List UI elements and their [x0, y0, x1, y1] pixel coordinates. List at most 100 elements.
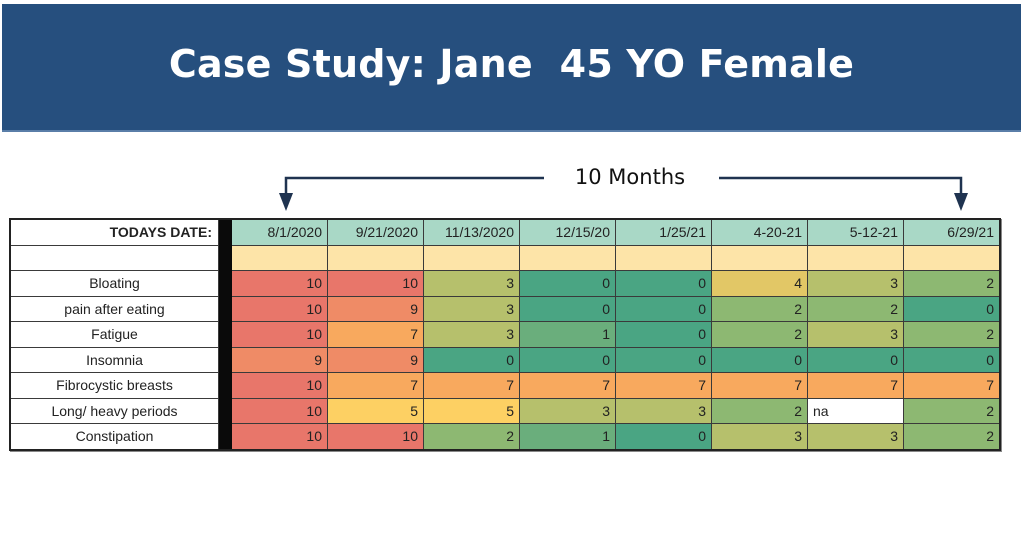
score-cell[interactable]: 10	[231, 270, 328, 297]
score-cell[interactable]: 2	[423, 423, 520, 450]
date-header-cell[interactable]: 12/15/20	[519, 218, 616, 246]
date-header-cell[interactable]: 1/25/21	[615, 218, 712, 246]
blank-cell[interactable]	[711, 244, 808, 271]
score-cell[interactable]: 0	[807, 346, 904, 373]
symptom-row: Fibrocystic breasts 10 7 7 7 7 7 7 7	[9, 372, 1001, 399]
score-cell[interactable]: 7	[711, 372, 808, 399]
score-cell[interactable]: 0	[615, 423, 712, 450]
score-cell[interactable]: 0	[519, 295, 616, 322]
symptom-label[interactable]: Long/ heavy periods	[9, 397, 219, 424]
todays-date-label[interactable]: TODAYS DATE:	[9, 218, 219, 246]
score-cell[interactable]: 7	[615, 372, 712, 399]
divider-bar	[218, 372, 232, 399]
symptom-row: Long/ heavy periods 10 5 5 3 3 2 na 2	[9, 397, 1001, 424]
score-cell[interactable]: 9	[327, 346, 424, 373]
symptom-row: Fatigue 10 7 3 1 0 2 3 2	[9, 321, 1001, 348]
score-cell[interactable]: 3	[423, 321, 520, 348]
score-cell[interactable]: 0	[423, 346, 520, 373]
date-header-cell[interactable]: 11/13/2020	[423, 218, 520, 246]
score-cell[interactable]: 0	[519, 270, 616, 297]
blank-cell[interactable]	[231, 244, 328, 271]
symptom-table: TODAYS DATE: 8/1/2020 9/21/2020 11/13/2020 1…	[9, 218, 1001, 451]
blank-label-cell[interactable]	[9, 244, 219, 271]
score-cell[interactable]: 1	[519, 423, 616, 450]
blank-cell[interactable]	[807, 244, 904, 271]
right-arrow-icon	[719, 176, 968, 211]
time-span-arrow	[279, 176, 968, 211]
score-cell[interactable]: 7	[423, 372, 520, 399]
score-cell[interactable]: 2	[711, 295, 808, 322]
score-cell[interactable]: 0	[615, 321, 712, 348]
score-cell[interactable]: 7	[903, 372, 1001, 399]
score-cell[interactable]: 3	[711, 423, 808, 450]
blank-row	[9, 244, 1001, 271]
score-cell[interactable]: 7	[327, 321, 424, 348]
score-cell[interactable]: 2	[903, 423, 1001, 450]
score-cell[interactable]: 0	[615, 295, 712, 322]
score-cell[interactable]: 3	[807, 270, 904, 297]
score-cell[interactable]: 9	[327, 295, 424, 322]
score-cell[interactable]: 3	[807, 321, 904, 348]
divider-bar	[218, 397, 232, 424]
score-cell[interactable]: 7	[327, 372, 424, 399]
date-header-cell[interactable]: 8/1/2020	[231, 218, 328, 246]
symptom-label[interactable]: Constipation	[9, 423, 219, 450]
date-header-cell[interactable]: 6/29/21	[903, 218, 1001, 246]
score-cell[interactable]: 9	[231, 346, 328, 373]
date-header-cell[interactable]: 9/21/2020	[327, 218, 424, 246]
score-cell[interactable]: na	[807, 397, 904, 424]
blank-cell[interactable]	[423, 244, 520, 271]
date-header-row: TODAYS DATE: 8/1/2020 9/21/2020 11/13/2020 1…	[9, 218, 1001, 246]
symptom-row: Bloating 10 10 3 0 0 4 3 2	[9, 270, 1001, 297]
score-cell[interactable]: 10	[231, 321, 328, 348]
date-header-cell[interactable]: 5-12-21	[807, 218, 904, 246]
score-cell[interactable]: 2	[807, 295, 904, 322]
symptom-label[interactable]: Fibrocystic breasts	[9, 372, 219, 399]
blank-cell[interactable]	[519, 244, 616, 271]
divider-bar	[218, 270, 232, 297]
score-cell[interactable]: 2	[711, 321, 808, 348]
symptom-label[interactable]: pain after eating	[9, 295, 219, 322]
score-cell[interactable]: 1	[519, 321, 616, 348]
blank-cell[interactable]	[615, 244, 712, 271]
score-cell[interactable]: 0	[903, 295, 1001, 322]
score-cell[interactable]: 3	[615, 397, 712, 424]
score-cell[interactable]: 0	[615, 270, 712, 297]
divider-bar	[218, 295, 232, 322]
score-cell[interactable]: 3	[519, 397, 616, 424]
blank-cell[interactable]	[903, 244, 1001, 271]
divider-bar	[218, 244, 232, 271]
blank-cell[interactable]	[327, 244, 424, 271]
score-cell[interactable]: 3	[423, 295, 520, 322]
score-cell[interactable]: 2	[903, 397, 1001, 424]
score-cell[interactable]: 2	[903, 270, 1001, 297]
symptom-label[interactable]: Fatigue	[9, 321, 219, 348]
duration-label: 10 Months	[574, 165, 686, 189]
score-cell[interactable]: 2	[711, 397, 808, 424]
score-cell[interactable]: 10	[231, 397, 328, 424]
score-cell[interactable]: 0	[519, 346, 616, 373]
score-cell[interactable]: 10	[231, 423, 328, 450]
score-cell[interactable]: 5	[327, 397, 424, 424]
score-cell[interactable]: 7	[519, 372, 616, 399]
symptom-row: Constipation 10 10 2 1 0 3 3 2	[9, 423, 1001, 450]
score-cell[interactable]: 0	[903, 346, 1001, 373]
score-cell[interactable]: 2	[903, 321, 1001, 348]
score-cell[interactable]: 3	[423, 270, 520, 297]
title-banner: Case Study: Jane 45 YO Female	[2, 4, 1021, 132]
symptom-label[interactable]: Bloating	[9, 270, 219, 297]
score-cell[interactable]: 0	[615, 346, 712, 373]
score-cell[interactable]: 0	[711, 346, 808, 373]
score-cell[interactable]: 10	[231, 295, 328, 322]
symptom-row: Insomnia 9 9 0 0 0 0 0 0	[9, 346, 1001, 373]
date-header-cell[interactable]: 4-20-21	[711, 218, 808, 246]
score-cell[interactable]: 10	[231, 372, 328, 399]
score-cell[interactable]: 3	[807, 423, 904, 450]
score-cell[interactable]: 5	[423, 397, 520, 424]
score-cell[interactable]: 4	[711, 270, 808, 297]
score-cell[interactable]: 10	[327, 423, 424, 450]
divider-bar	[218, 218, 232, 246]
score-cell[interactable]: 10	[327, 270, 424, 297]
symptom-label[interactable]: Insomnia	[9, 346, 219, 373]
score-cell[interactable]: 7	[807, 372, 904, 399]
